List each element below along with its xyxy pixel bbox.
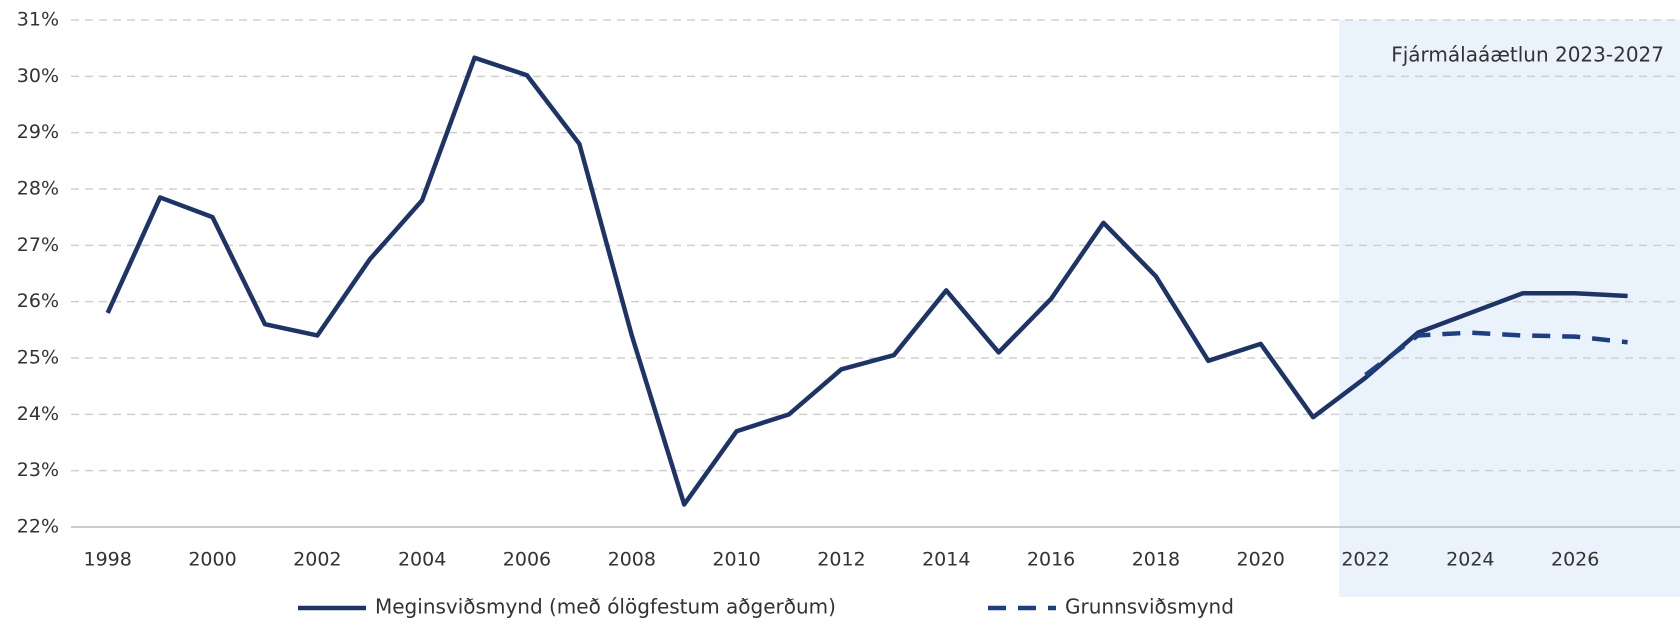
x-tick-label: 2018	[1132, 549, 1180, 571]
x-tick-label: 2002	[293, 549, 341, 571]
x-tick-label: 2026	[1551, 549, 1599, 571]
y-tick-label: 26%	[17, 290, 59, 312]
y-tick-label: 30%	[17, 65, 59, 87]
x-tick-label: 2022	[1341, 549, 1389, 571]
legend-label: Meginsviðsmynd (með ólögfestum aðgerðum)	[375, 595, 836, 619]
y-tick-label: 22%	[17, 516, 59, 538]
y-tick-label: 23%	[17, 459, 59, 481]
x-tick-label: 2006	[503, 549, 551, 571]
x-tick-label: 2024	[1446, 549, 1494, 571]
y-tick-label: 31%	[17, 9, 59, 31]
x-tick-label: 2008	[608, 549, 656, 571]
forecast-shade	[1339, 20, 1680, 597]
x-tick-label: 2000	[188, 549, 236, 571]
x-tick-label: 1998	[84, 549, 132, 571]
x-tick-label: 2010	[712, 549, 760, 571]
x-tick-label: 2016	[1027, 549, 1075, 571]
x-tick-label: 2014	[922, 549, 970, 571]
x-tick-label: 2020	[1237, 549, 1285, 571]
legend-label: Grunnsviðsmynd	[1065, 595, 1234, 619]
y-tick-label: 28%	[17, 178, 59, 200]
x-tick-label: 2004	[398, 549, 446, 571]
y-tick-label: 24%	[17, 403, 59, 425]
shade-label: Fjármálaáætlun 2023-2027	[1391, 43, 1664, 67]
x-tick-label: 2012	[817, 549, 865, 571]
y-tick-label: 25%	[17, 347, 59, 369]
y-tick-label: 27%	[17, 234, 59, 256]
y-tick-label: 29%	[17, 121, 59, 143]
